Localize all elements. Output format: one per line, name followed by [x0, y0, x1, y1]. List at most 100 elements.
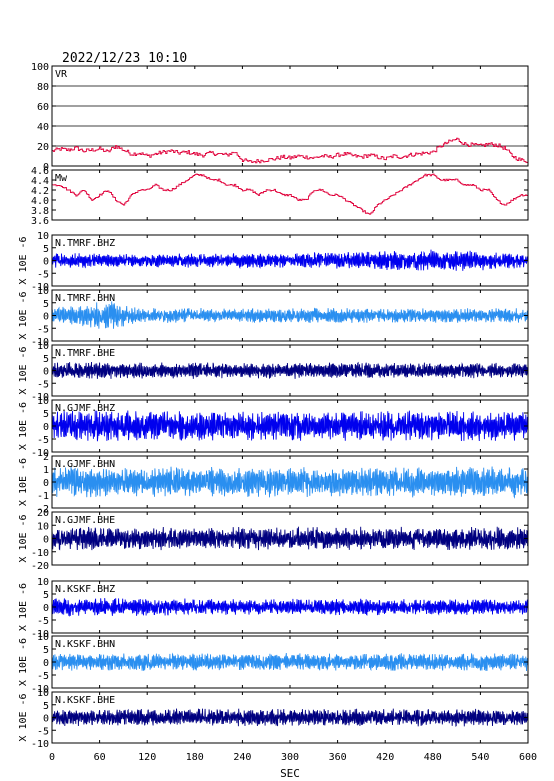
panel-n-tmrf-bhe: -10 -50 5 10 N.TMRF.BHE X 10E -6	[18, 341, 529, 403]
panel-frame	[51, 65, 529, 167]
y-axis-unit-label: X 10E -6	[18, 236, 29, 284]
y-tick-label: -5	[37, 435, 49, 446]
y-tick-label: 5	[43, 409, 49, 420]
x-tick-label: 420	[376, 752, 394, 763]
x-tick-label: 0	[49, 752, 55, 763]
panel-label: N.TMRF.BHE	[55, 348, 115, 359]
y-tick-label: 4.2	[31, 186, 49, 197]
y-tick-label: 4.0	[31, 196, 49, 207]
y-tick-label: 3.8	[31, 206, 49, 217]
panel-label: VR	[55, 69, 68, 80]
y-tick-label: 1	[43, 465, 49, 476]
y-tick-label: -5	[37, 726, 49, 737]
x-tick-label: 540	[471, 752, 489, 763]
y-tick-label: 5	[43, 244, 49, 255]
y-tick-label: -10	[31, 282, 49, 293]
y-tick-label: 0	[43, 714, 49, 725]
y-axis-unit-label: X 10E -6	[18, 458, 29, 506]
x-tick-label: 600	[519, 752, 537, 763]
y-tick-label: 0	[43, 257, 49, 268]
y-tick-label: -2	[37, 504, 49, 515]
y-tick-label: 5	[43, 701, 49, 712]
series-line-n-gjmf-bhn	[51, 466, 529, 499]
x-tick-label: 120	[138, 752, 156, 763]
y-tick-label: 0	[43, 658, 49, 669]
y-tick-label: -5	[37, 671, 49, 682]
y-tick-label: 5	[43, 299, 49, 310]
x-axis-label: SEC	[280, 767, 300, 780]
panel-n-kskf-bhz: -10 -5 0 5 10 N.KSKF.BHZ X 10E -6	[18, 577, 529, 640]
y-axis-unit-label: X 10E -6	[18, 346, 29, 394]
y-tick-label: 20	[37, 142, 49, 153]
panel-label: N.GJMF.BHN	[55, 459, 115, 470]
y-tick-label: 10	[37, 577, 49, 588]
y-tick-label: 4.6	[31, 166, 49, 177]
y-tick-label: -10	[31, 448, 49, 459]
y-tick-label: -10	[31, 548, 49, 559]
y-axis-unit-label: X 10E -6	[18, 638, 29, 686]
y-tick-label: 5	[43, 354, 49, 365]
panel-n-kskf-bhe: -10 -50 5 10 N.KSKF.BHE X 10E -6	[18, 688, 529, 750]
y-tick-label: 0	[43, 603, 49, 614]
y-tick-label: 10	[37, 521, 49, 532]
series-line-n-tmrf-bhz	[51, 249, 529, 271]
panel-mw: 3.63.84.04.24.44.6 Mw	[31, 166, 529, 227]
y-tick-label: -5	[37, 616, 49, 627]
y-tick-label: -5	[37, 324, 49, 335]
y-tick-label: 10	[37, 341, 49, 352]
y-axis-unit-label: X 10E -6	[18, 514, 29, 562]
y-tick-label: 0	[43, 162, 49, 173]
series-line-n-tmrf-bhe	[51, 361, 529, 379]
y-tick-label: 0	[43, 312, 49, 323]
panel-label: Mw	[55, 173, 68, 184]
y-tick-label: 10	[37, 688, 49, 699]
panel-n-tmrf-bhn: -10 -50 5 10 N.TMRF.BHN X 10E -6	[18, 286, 529, 348]
panel-label: N.KSKF.BHZ	[55, 584, 115, 595]
y-tick-label: 5	[43, 590, 49, 601]
panel-n-tmrf-bhz: -10 -50 5 10 N.TMRF.BHZ X 10E -6	[18, 231, 529, 293]
panel-n-gjmf-bhn: -2 -1 0 1 2 N.GJMF.BHN X 10E -6	[18, 452, 529, 515]
y-tick-label: 5	[43, 645, 49, 656]
y-axis-unit-label: X 10E -6	[18, 291, 29, 339]
y-tick-label: 10	[37, 396, 49, 407]
series-line-vr	[52, 137, 528, 164]
panel-n-gjmf-bhz: -10 -5 0 5 10 N.GJMF.BHZ X 10E -6	[18, 396, 529, 459]
y-axis-unit-label: X 10E -6	[18, 583, 29, 631]
x-tick-label: 60	[94, 752, 106, 763]
panel-label: N.GJMF.BHZ	[55, 403, 115, 414]
y-tick-label: 10	[37, 231, 49, 242]
y-tick-label: 4.4	[31, 176, 49, 187]
y-tick-label: 100	[31, 62, 49, 73]
x-axis: 0 60 120 180 240 300 360 420 480 540 600	[49, 752, 537, 763]
y-tick-label: 0	[43, 422, 49, 433]
y-tick-label: 40	[37, 122, 49, 133]
y-tick-label: -1	[37, 491, 49, 502]
x-tick-label: 240	[233, 752, 251, 763]
y-tick-label: -5	[37, 269, 49, 280]
series-line-n-gjmf-bhz	[51, 410, 529, 442]
series-line-n-kskf-bhz	[51, 598, 529, 617]
panel-label: N.TMRF.BHN	[55, 293, 115, 304]
y-tick-label: 2	[43, 452, 49, 463]
y-tick-label: 20	[37, 508, 49, 519]
y-tick-label: 10	[37, 632, 49, 643]
y-tick-label: 0	[43, 535, 49, 546]
panel-label: N.GJMF.BHE	[55, 515, 115, 526]
series-line-mw	[52, 173, 528, 215]
y-tick-label: 0	[43, 367, 49, 378]
y-tick-label: -10	[31, 684, 49, 695]
y-tick-label: -10	[31, 392, 49, 403]
y-tick-label: -5	[37, 379, 49, 390]
y-axis-unit-label: X 10E -6	[18, 693, 29, 741]
y-tick-label: 10	[37, 286, 49, 297]
x-tick-label: 180	[186, 752, 204, 763]
x-tick-label: 360	[329, 752, 347, 763]
panel-label: N.KSKF.BHE	[55, 695, 115, 706]
y-tick-label: 80	[37, 82, 49, 93]
y-tick-label: -20	[31, 561, 49, 572]
y-tick-label: 0	[43, 478, 49, 489]
panel-stack: 020406080100VR3.63.84.04.24.44.6Mw-10-50…	[18, 62, 529, 750]
y-axis-unit-label: X 10E -6	[18, 402, 29, 450]
series-line-n-kskf-bhe	[51, 708, 529, 727]
